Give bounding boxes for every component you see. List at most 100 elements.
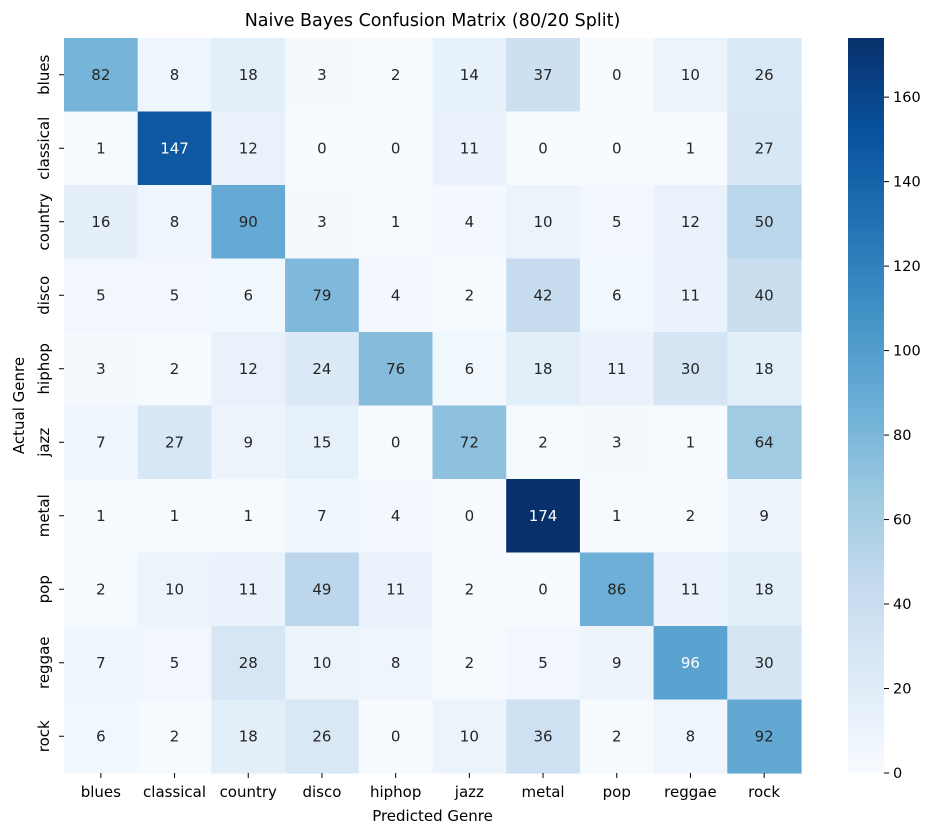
cell-value-label: 42 (534, 286, 553, 304)
cell-value-label: 10 (460, 727, 479, 745)
heatmap-cell (211, 626, 286, 701)
heatmap-cell (64, 479, 139, 554)
cell-value-label: 0 (391, 139, 401, 157)
heatmap-cell (137, 332, 212, 407)
cell-value-label: 2 (465, 286, 475, 304)
cell-value-label: 5 (612, 213, 622, 231)
cell-value-label: 8 (170, 213, 180, 231)
cell-value-label: 0 (465, 507, 475, 525)
x-tick-label: reggae (664, 783, 717, 801)
cell-value-label: 50 (755, 213, 774, 231)
colorbar-tick-label: 80 (893, 428, 911, 444)
x-tick-label: metal (522, 783, 565, 801)
cell-value-label: 2 (465, 654, 475, 672)
heatmap-cell (285, 479, 360, 554)
heatmap-cell (432, 699, 507, 774)
cell-value-label: 7 (96, 654, 106, 672)
cell-value-label: 8 (391, 654, 401, 672)
heatmap-cell (211, 479, 286, 554)
cell-value-label: 12 (239, 139, 258, 157)
cell-value-label: 2 (465, 580, 475, 598)
cell-value-label: 10 (165, 580, 184, 598)
heatmap-cell (579, 405, 655, 480)
heatmap-cell (285, 185, 360, 260)
cell-value-label: 7 (317, 507, 327, 525)
heatmap-cell (432, 185, 507, 260)
heatmap-cell (211, 111, 286, 186)
heatmap-cell (579, 626, 655, 701)
colorbar-tick-label: 160 (893, 90, 921, 106)
cell-value-label: 15 (312, 433, 331, 451)
cell-value-label: 0 (612, 66, 622, 84)
heatmap-cell (506, 699, 581, 774)
cell-value-label: 24 (312, 360, 331, 378)
heatmap-cell (727, 185, 802, 260)
y-tick-label: country (35, 193, 53, 250)
cell-value-label: 79 (312, 286, 331, 304)
cell-value-label: 30 (681, 360, 700, 378)
cell-value-label: 96 (681, 654, 700, 672)
cell-value-label: 36 (534, 727, 553, 745)
cell-value-label: 10 (681, 66, 700, 84)
heatmap-cell (506, 332, 581, 407)
heatmap-cell (358, 111, 434, 186)
y-axis-label: Actual Genre (10, 357, 28, 454)
heatmap-cell (506, 185, 581, 260)
x-axis-label: Predicted Genre (372, 807, 493, 825)
heatmap-cell (432, 479, 507, 554)
cell-value-label: 4 (391, 507, 401, 525)
cell-value-label: 3 (612, 433, 622, 451)
heatmap-cell (432, 38, 507, 113)
cell-value-label: 3 (317, 66, 327, 84)
y-tick-label: reggae (35, 636, 53, 689)
cell-value-label: 1 (686, 139, 696, 157)
heatmap-cell (653, 626, 728, 701)
heatmap-cell (285, 111, 360, 186)
cell-value-label: 10 (312, 654, 331, 672)
heatmap-cell (285, 332, 360, 407)
cell-value-label: 11 (681, 286, 700, 304)
heatmap-cell (137, 552, 212, 627)
x-tick-labels: blues classical country disco hiphop jazz meta… (81, 773, 780, 801)
heatmap-cell (358, 552, 434, 627)
heatmap-cell (64, 258, 139, 333)
heatmap-cell (64, 185, 139, 260)
cell-value-label: 5 (96, 286, 106, 304)
heatmap-cell (579, 111, 655, 186)
heatmap-cell (64, 405, 139, 480)
heatmap-cell (506, 552, 581, 627)
heatmap-cell (285, 405, 360, 480)
cell-value-label: 18 (755, 580, 774, 598)
heatmap-cell (64, 111, 139, 186)
heatmap-cell (653, 258, 728, 333)
colorbar-tick-label: 40 (893, 597, 911, 613)
cell-value-label: 11 (460, 139, 479, 157)
heatmap-cell (506, 626, 581, 701)
cell-value-label: 4 (465, 213, 475, 231)
cell-value-label: 9 (243, 433, 253, 451)
cell-value-label: 0 (538, 139, 548, 157)
heatmap-cell (653, 405, 728, 480)
heatmap-cell (285, 626, 360, 701)
cell-value-label: 27 (755, 139, 774, 157)
cell-value-label: 26 (755, 66, 774, 84)
cell-value-label: 4 (391, 286, 401, 304)
cell-value-label: 1 (96, 507, 106, 525)
chart-title: Naive Bayes Confusion Matrix (80/20 Spli… (245, 11, 621, 31)
heatmap-cell (358, 258, 434, 333)
cell-value-label: 49 (312, 580, 331, 598)
cell-value-label: 90 (239, 213, 258, 231)
x-tick-label: disco (302, 783, 341, 801)
cell-value-label: 2 (170, 360, 180, 378)
cell-value-label: 40 (755, 286, 774, 304)
cell-value-label: 0 (538, 580, 548, 598)
cell-value-label: 64 (755, 433, 774, 451)
heatmap-cell (727, 258, 802, 333)
cell-value-label: 8 (686, 727, 696, 745)
cell-value-label: 6 (465, 360, 475, 378)
cell-value-label: 1 (612, 507, 622, 525)
heatmap-cell (653, 185, 728, 260)
heatmap-cell (727, 405, 802, 480)
heatmap-cell (137, 185, 212, 260)
heatmap-cell (285, 38, 360, 113)
